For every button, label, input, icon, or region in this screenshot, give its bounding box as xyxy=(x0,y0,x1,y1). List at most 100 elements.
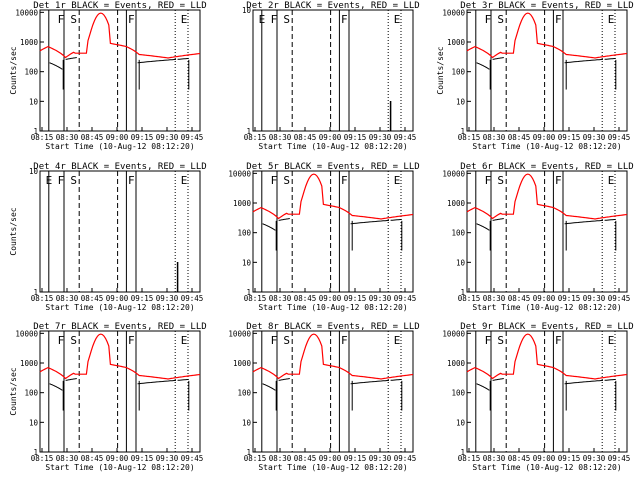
events-series-line xyxy=(137,58,177,64)
panel-2r: Det 2r BLACK = Events, RED = LLD 1 10 08:15… xyxy=(242,1,420,151)
y-tick-label: 1000 xyxy=(233,359,252,368)
y-tick-label: 10 xyxy=(242,258,252,267)
y-tick-label: 100 xyxy=(24,68,38,77)
y-tick-label: 1000 xyxy=(20,359,39,368)
x-axis-label: Start Time (10-Aug-12 08:12:20) xyxy=(472,463,621,472)
x-tick-label: 09:15 xyxy=(344,133,367,142)
phase-marker: E xyxy=(259,13,266,26)
plot-frame xyxy=(39,170,201,293)
x-axis-label: Start Time (10-Aug-12 08:12:20) xyxy=(472,303,621,312)
plot-frame xyxy=(466,170,628,293)
x-tick-label: 09:45 xyxy=(181,454,204,463)
panel-1r: Det 1r BLACK = Events, RED = LLD 1 10 100 10… xyxy=(9,1,207,151)
x-tick-label: 09:45 xyxy=(608,133,631,142)
y-tick-label: 1000 xyxy=(233,199,252,208)
x-tick-label: 09:45 xyxy=(181,294,204,303)
y-tick-label: 1 xyxy=(33,288,38,297)
phase-marker: E xyxy=(46,174,53,187)
panel-title: Det 9r BLACK = Events, RED = LLD xyxy=(460,322,633,332)
panel-7r: Det 7r BLACK = Events, RED = LLD 1 10 100 10… xyxy=(9,322,207,472)
plot-frame xyxy=(252,9,414,132)
x-tick-label: 08:45 xyxy=(81,454,104,463)
x-tick-label: 09:30 xyxy=(369,454,392,463)
y-tick-label: 1 xyxy=(460,448,465,457)
x-tick-label: 09:30 xyxy=(369,133,392,142)
panel-8r: Det 8r BLACK = Events, RED = LLD 1 10 100 10… xyxy=(228,322,419,472)
x-tick-label: 08:15 xyxy=(458,133,481,142)
x-tick-label: 08:45 xyxy=(508,133,531,142)
lld-series-line xyxy=(252,333,414,380)
events-series-line xyxy=(564,379,604,385)
y-tick-label: 10 xyxy=(242,6,252,15)
x-tick-label: 08:15 xyxy=(244,294,267,303)
x-tick-label: 08:45 xyxy=(81,133,104,142)
x-tick-label: 08:30 xyxy=(56,454,79,463)
panel-title: Det 5r BLACK = Events, RED = LLD xyxy=(246,162,419,172)
x-tick-label: 08:45 xyxy=(294,294,317,303)
plot-frame xyxy=(466,9,628,132)
x-tick-label: 08:30 xyxy=(483,133,506,142)
phase-marker: F xyxy=(128,174,135,187)
panel-9r: Det 9r BLACK = Events, RED = LLD 1 10 100 10… xyxy=(442,322,633,472)
phase-marker: S xyxy=(283,174,290,187)
y-tick-label: 1 xyxy=(246,288,251,297)
y-tick-label: 100 xyxy=(237,229,251,238)
plot-frame xyxy=(39,330,201,453)
events-series-line xyxy=(65,378,77,381)
events-series-line xyxy=(564,219,604,225)
lld-series-line xyxy=(39,333,201,380)
phase-marker: E xyxy=(181,334,188,347)
x-tick-label: 09:15 xyxy=(558,133,581,142)
x-tick-label: 08:30 xyxy=(483,294,506,303)
y-tick-label: 100 xyxy=(24,389,38,398)
phase-marker: E xyxy=(608,334,615,347)
x-axis-label: Start Time (10-Aug-12 08:12:20) xyxy=(258,142,407,151)
x-tick-label: 08:15 xyxy=(31,454,54,463)
y-tick-label: 1 xyxy=(246,448,251,457)
y-tick-label: 10000 xyxy=(15,329,38,338)
x-axis-label: Start Time (10-Aug-12 08:12:20) xyxy=(258,463,407,472)
x-tick-label: 08:30 xyxy=(269,454,292,463)
phase-marker: S xyxy=(497,334,504,347)
x-tick-label: 08:15 xyxy=(244,133,267,142)
x-tick-label: 09:30 xyxy=(156,294,179,303)
phase-marker: F xyxy=(485,174,492,187)
y-tick-label: 1000 xyxy=(447,359,466,368)
panel-title: Det 6r BLACK = Events, RED = LLD xyxy=(460,162,633,172)
phase-marker: E xyxy=(394,13,401,26)
x-tick-label: 09:45 xyxy=(394,294,417,303)
phase-marker: F xyxy=(341,174,348,187)
x-tick-label: 08:45 xyxy=(508,294,531,303)
y-tick-label: 10000 xyxy=(15,8,38,17)
x-axis-label: Start Time (10-Aug-12 08:12:20) xyxy=(45,303,194,312)
y-tick-label: 1 xyxy=(33,127,38,136)
panel-4r: Det 4r BLACK = Events, RED = LLD 1 10 08:15… xyxy=(9,162,207,312)
panel-5r: Det 5r BLACK = Events, RED = LLD 1 10 100 10… xyxy=(228,162,419,312)
phase-marker: F xyxy=(128,13,135,26)
events-series-line xyxy=(278,378,290,381)
x-tick-label: 08:15 xyxy=(31,133,54,142)
x-tick-label: 08:30 xyxy=(56,294,79,303)
panel-3r: Det 3r BLACK = Events, RED = LLD 1 10 100 10… xyxy=(436,1,634,151)
y-axis-label: Counts/sec xyxy=(9,207,18,255)
x-tick-label: 08:45 xyxy=(508,454,531,463)
events-series-line xyxy=(137,379,177,385)
lld-series-line xyxy=(466,12,628,59)
x-tick-label: 09:30 xyxy=(583,294,606,303)
phase-marker: F xyxy=(58,174,65,187)
phase-marker: E xyxy=(608,13,615,26)
events-series-line xyxy=(350,219,390,225)
y-tick-label: 10 xyxy=(29,97,39,106)
y-axis-label: Counts/sec xyxy=(436,46,445,94)
x-axis-label: Start Time (10-Aug-12 08:12:20) xyxy=(258,303,407,312)
x-tick-label: 08:30 xyxy=(269,294,292,303)
phase-marker: S xyxy=(497,13,504,26)
events-series-line xyxy=(262,383,276,391)
x-tick-label: 09:30 xyxy=(156,133,179,142)
phase-marker: F xyxy=(555,13,562,26)
x-tick-label: 09:15 xyxy=(131,133,154,142)
events-series-line xyxy=(476,383,490,391)
events-series-line xyxy=(604,57,616,60)
x-tick-label: 09:15 xyxy=(344,294,367,303)
